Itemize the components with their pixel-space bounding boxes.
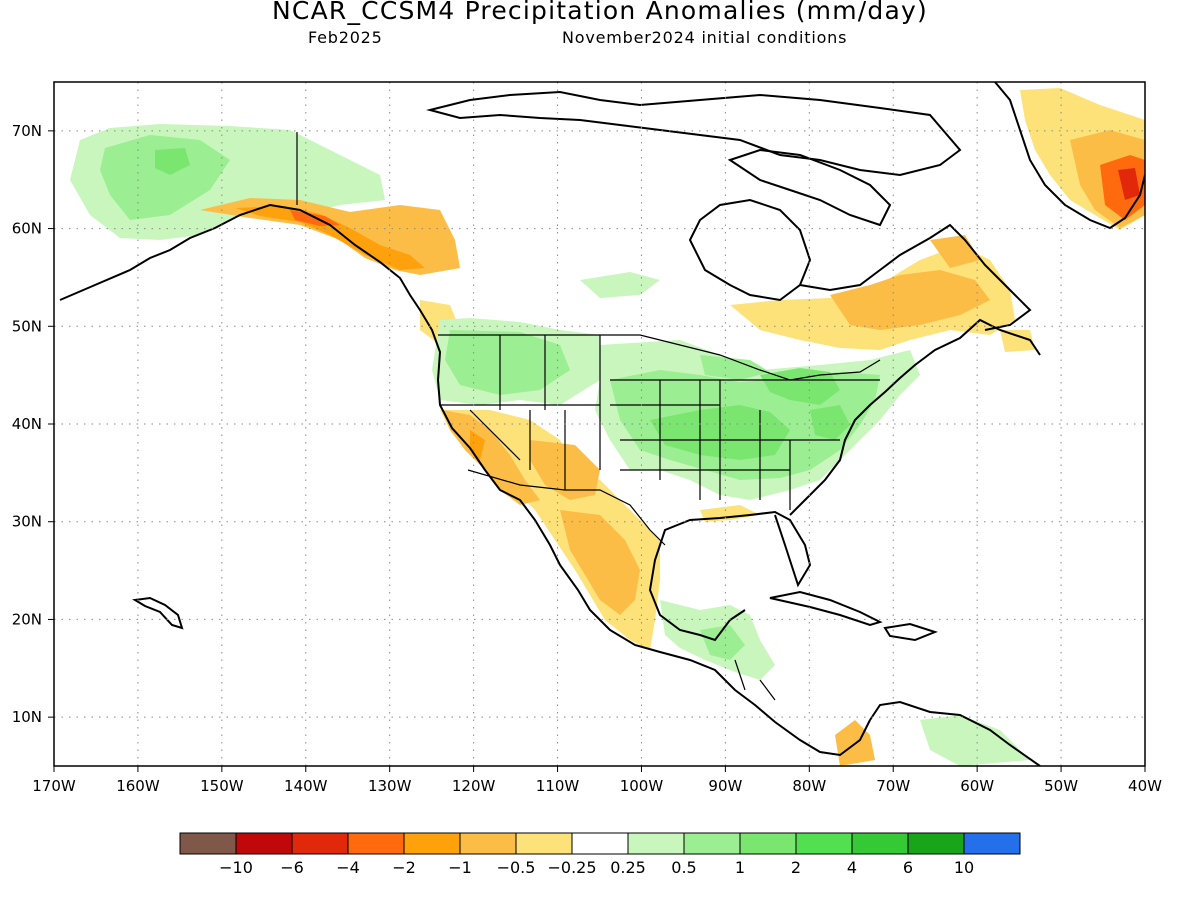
colorbar-label: −0.25 [547,858,596,877]
colorbar-swatch [571,832,629,855]
colorbar-swatch [403,832,461,855]
anomaly-region-gulf-of-alaska [200,198,460,275]
coastline-gulf-of-mexico [648,510,812,642]
anomaly-region-nw-mexico [560,510,640,615]
lon-tick-label: 160W [116,777,160,795]
colorbar-swatch [963,832,1021,855]
anomaly-shading [70,88,1145,766]
colorbar-label: 10 [954,858,974,877]
colorbar-swatch [179,832,237,855]
axis-ticks: 170W 160W 150W 140W 130W 120W 110W 100W 90W 80W 70… [12,122,1162,795]
colorbar-swatch [627,832,685,855]
lon-tick-label: 80W [792,777,826,795]
colorbar-label: 1 [735,858,745,877]
lat-tick-label: 50N [12,317,42,335]
colorbar-label: 2 [791,858,801,877]
colorbar-swatch [683,832,741,855]
anomaly-region-alaska-west [100,135,230,220]
border-us-mexico [467,469,666,546]
lon-tick-label: 140W [284,777,328,795]
map-title: NCAR_CCSM4 Precipitation Anomalies (mm/d… [272,0,928,25]
coastline-cuba [769,590,883,627]
coastline-hudson-bay [688,198,812,302]
border-central-america [734,659,776,701]
lon-tick-label: 130W [368,777,412,795]
lat-tick-label: 30N [12,513,42,531]
colorbar: −10 −6 −4 −2 −1 −0.5 −0.25 0.25 0.5 1 2 4 6 10 [179,832,1021,877]
border-us-canada [438,334,881,381]
colorbar-swatch [347,832,405,855]
colorbar-swatch [739,832,797,855]
coastline-north-america [59,203,871,757]
valid-month-label: Feb2025 [308,28,383,47]
lon-tick-label: 100W [620,777,664,795]
anomaly-region-mid-atlantic [810,405,850,440]
colorbar-swatch [851,832,909,855]
coastline-atlantic-us [789,318,1041,516]
init-conditions-label: November2024 initial conditions [562,28,848,47]
anomaly-region-california [442,410,540,505]
coastlines [59,82,1145,766]
lon-tick-label: 50W [1044,777,1078,795]
colorbar-swatch [235,832,293,855]
colorbar-label: 6 [903,858,913,877]
colorbar-swatch [459,832,517,855]
lon-tick-label: 90W [708,777,742,795]
anomaly-region-greenland-core [1118,168,1140,200]
lat-tick-label: 20N [12,610,42,628]
colorbar-label: −10 [219,858,253,877]
anomaly-region-ontario [580,272,660,298]
anomaly-region-venezuela [920,715,1030,766]
anomaly-region-alaska-core [155,148,190,175]
colorbar-swatch [907,832,965,855]
lat-tick-label: 40N [12,415,42,433]
political-boundaries [296,132,881,701]
coastline-greenland [994,82,1145,230]
colorbar-label: −4 [336,858,360,877]
anomaly-region-se-alaska-coast [235,206,425,270]
lat-tick-label: 70N [12,122,42,140]
anomaly-region-quebec [830,270,990,330]
coastline-baffin [727,148,892,227]
coastline-labrador [799,223,1032,331]
coastline-hispaniola [883,622,938,642]
lon-tick-label: 170W [32,777,76,795]
colorbar-swatch [795,832,853,855]
colorbar-swatch [291,832,349,855]
anomaly-region-newfoundland [1000,330,1035,352]
colorbar-label: 0.5 [671,858,696,877]
lon-tick-label: 40W [1128,777,1162,795]
lon-tick-label: 110W [536,777,580,795]
lon-tick-label: 150W [200,777,244,795]
coastline-hawaii [132,596,184,630]
colorbar-label: −6 [280,858,304,877]
lon-tick-label: 70W [876,777,910,795]
colorbar-label: 0.25 [610,858,646,877]
border-us-states [440,335,880,510]
lat-tick-label: 10N [12,708,42,726]
coastline-south-america [869,700,1041,766]
colorbar-label: 4 [847,858,857,877]
colorbar-label: −0.5 [497,858,536,877]
colorbar-swatch [515,832,573,855]
anomaly-region-yucatan [700,625,745,660]
colorbar-label: −1 [448,858,472,877]
colorbar-label: −2 [392,858,416,877]
anomaly-region-idaho-montana [445,330,570,395]
lon-tick-label: 60W [960,777,994,795]
anomaly-region-upper-midwest [700,355,770,380]
lat-tick-label: 60N [12,220,42,238]
coastline-arctic-islands [426,90,962,177]
lon-tick-label: 120W [452,777,496,795]
